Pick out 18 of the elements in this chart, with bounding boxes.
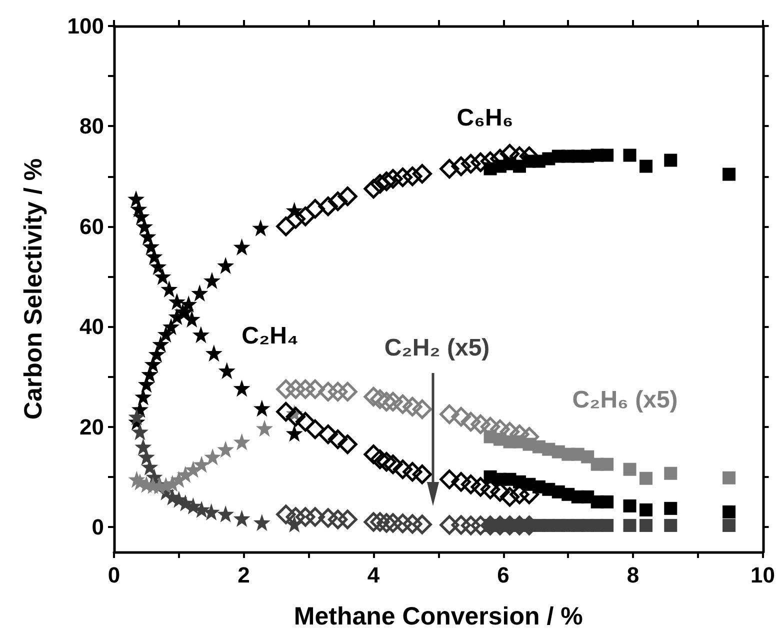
x-tick-label: 2 bbox=[238, 562, 250, 588]
y-tick-label: 100 bbox=[67, 14, 104, 38]
x-tick-label: 4 bbox=[367, 562, 380, 588]
x-tick-label: 6 bbox=[497, 562, 510, 588]
x-axis-title: Methane Conversion / % bbox=[294, 602, 583, 630]
y-tick-label: 20 bbox=[80, 414, 104, 440]
y-tick-label: 80 bbox=[80, 114, 104, 139]
x-tick-label: 8 bbox=[626, 562, 640, 588]
x-tick-label: 0 bbox=[108, 562, 120, 588]
x-tick-label: 10 bbox=[750, 562, 776, 588]
y-tick-label: 60 bbox=[80, 214, 104, 239]
annotation: C₂H₄ bbox=[242, 322, 298, 350]
y-tick-label: 40 bbox=[80, 314, 104, 340]
annotation: C₂H₂ (x5) bbox=[384, 334, 490, 362]
annotation: C₂H₆ (x5) bbox=[572, 386, 678, 414]
y-axis-title: Carbon Selectivity / % bbox=[20, 158, 48, 420]
y-tick-label: 0 bbox=[92, 514, 104, 540]
annotation: C₆H₆ bbox=[456, 104, 514, 132]
